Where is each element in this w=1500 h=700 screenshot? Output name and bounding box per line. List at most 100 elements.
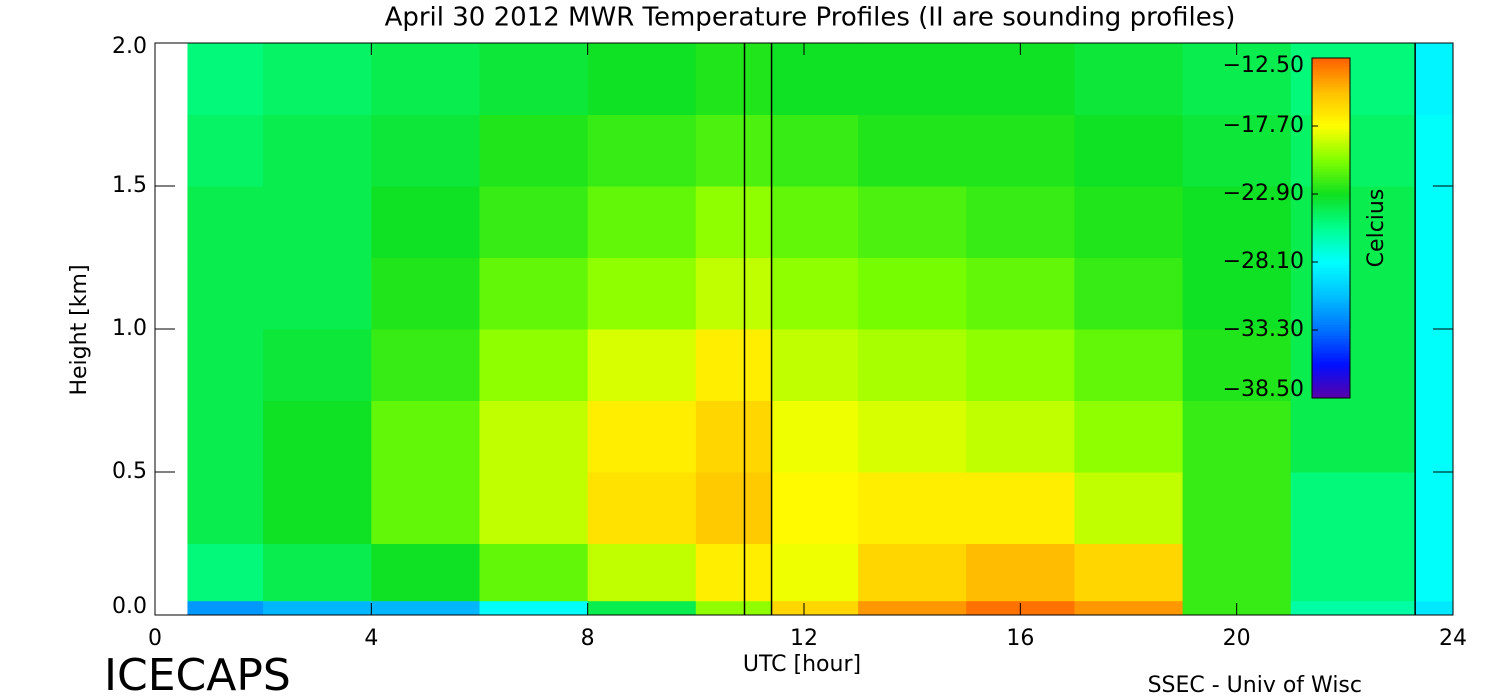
colorbar-swatch [1312,77,1350,82]
colorbar-swatch [1312,233,1350,237]
cell [1290,114,1416,187]
cell [858,600,967,616]
colorbar-swatch [1312,131,1350,135]
colorbar-swatch [1312,171,1350,175]
colorbar-swatch [1312,196,1350,201]
colorbar-swatch [1312,83,1350,87]
colorbar-swatch [1312,279,1350,283]
colorbar-swatch [1312,58,1350,62]
colorbar-swatch [1312,106,1350,110]
colorbar-swatch [1312,80,1350,84]
colorbar-swatch [1312,330,1350,334]
colorbar-swatch [1312,290,1350,294]
cell [1415,543,1454,602]
colorbar-swatch [1312,185,1350,189]
colorbar-tick-label: −12.50 [1223,53,1304,78]
colorbar-tick-label: −38.50 [1223,377,1304,402]
cell [1074,472,1184,544]
cell [1074,43,1184,115]
colorbar-swatch [1312,160,1350,164]
colorbar-tick-label: −33.30 [1223,317,1304,342]
colorbar-swatch [1312,392,1350,396]
colorbar-tick-label: −17.70 [1223,113,1304,138]
colorbar-swatch [1312,134,1350,138]
cell [371,543,480,602]
colorbar-swatch [1312,247,1350,252]
cell [1290,543,1416,602]
cell [1182,186,1292,258]
colorbar-swatch [1312,313,1350,317]
y-tick-label: 1.5 [112,173,147,198]
colorbar-swatch [1312,157,1350,161]
colorbar-swatch [1312,188,1350,192]
cell [695,543,773,602]
colorbar-swatch [1312,140,1350,144]
colorbar-swatch [1312,239,1350,243]
x-tick-label: 12 [790,626,818,651]
colorbar-swatch [1312,381,1350,385]
cell [187,400,264,473]
colorbar-swatch [1312,228,1350,232]
cell [1074,543,1184,602]
cell [263,472,372,544]
cell [263,43,372,115]
colorbar-swatch [1312,151,1350,155]
cell [695,400,773,473]
colorbar-swatch [1312,355,1350,359]
cell [695,114,773,187]
cell [1415,114,1454,187]
cell [1290,400,1416,473]
cell [1074,257,1184,330]
colorbar-swatch [1312,236,1350,240]
cell [695,186,773,258]
cell [771,114,859,187]
colorbar-swatch [1312,86,1350,90]
cell [771,329,859,401]
colorbar-swatch [1312,383,1350,388]
colorbar-swatch [1312,375,1350,379]
x-tick-label: 4 [364,626,378,651]
cell [1074,114,1184,187]
cell [187,257,264,330]
cell [187,43,264,115]
y-axis-label: Height [km] [67,264,92,395]
colorbar-swatch [1312,335,1350,339]
colorbar-swatch [1312,109,1350,113]
colorbar-swatch [1312,264,1350,269]
colorbar-swatch [1312,270,1350,274]
colorbar-swatch [1312,114,1350,118]
x-tick-label: 8 [581,626,595,651]
colorbar-swatch [1312,202,1350,206]
colorbar-swatch [1312,225,1350,229]
x-tick-label: 20 [1223,626,1251,651]
colorbar-swatch [1312,389,1350,393]
colorbar-swatch [1312,120,1350,124]
cell [371,400,480,473]
colorbar-swatch [1312,287,1350,291]
cell [966,257,1075,330]
cell [371,600,480,616]
cell [1415,43,1454,115]
colorbar-swatch [1312,75,1350,79]
cell [187,472,264,544]
colorbar-swatch [1312,315,1350,320]
colorbar-swatch [1312,262,1350,266]
colorbar-swatch [1312,364,1350,368]
cell [1415,472,1454,544]
colorbar-swatch [1312,250,1350,254]
colorbar-swatch [1312,94,1350,99]
cell [263,600,372,616]
cell [1074,600,1184,616]
cell [371,472,480,544]
cell [771,400,859,473]
cell [371,257,480,330]
colorbar-swatch [1312,259,1350,263]
footer-right: SSEC - Univ of Wisc [1148,673,1362,698]
cell [1415,257,1454,330]
colorbar-swatch [1312,145,1350,150]
cell [858,114,967,187]
colorbar-swatch [1312,126,1350,130]
cell [587,543,697,602]
